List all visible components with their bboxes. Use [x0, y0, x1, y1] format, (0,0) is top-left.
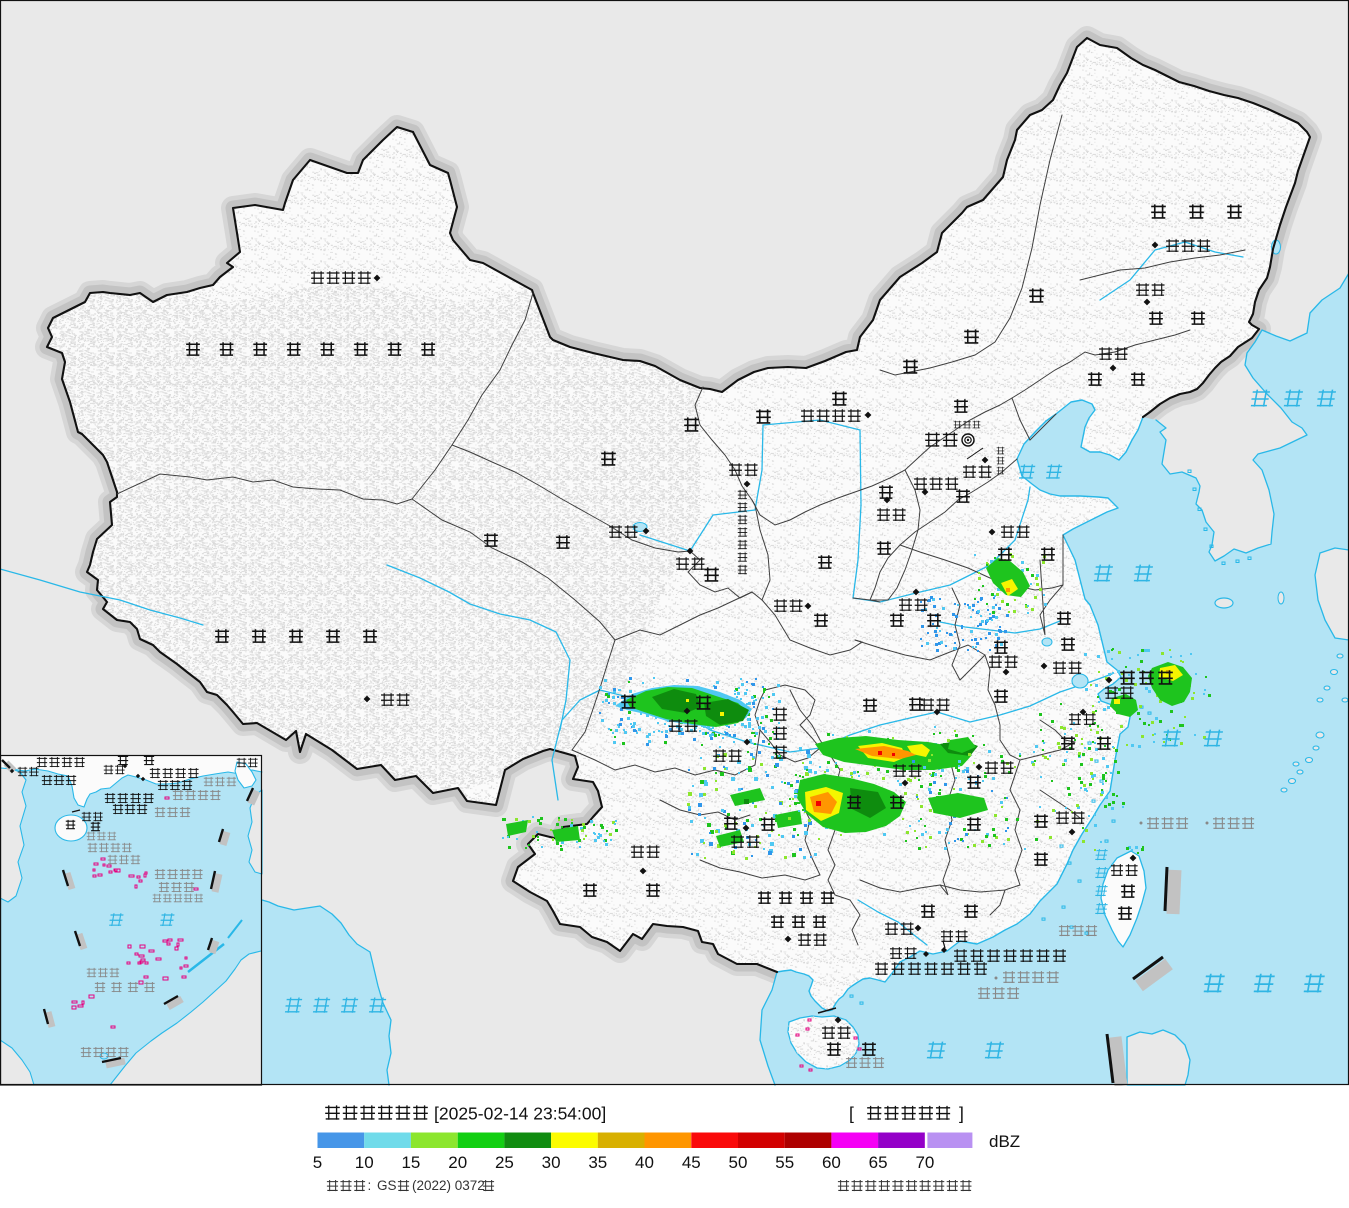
svg-text:10: 10 [355, 1153, 374, 1172]
svg-text:20: 20 [448, 1153, 467, 1172]
svg-text:(2022) 0372: (2022) 0372 [412, 1178, 485, 1193]
svg-text:[: [ [849, 1104, 854, 1124]
svg-text:30: 30 [542, 1153, 561, 1172]
svg-text:5: 5 [313, 1153, 322, 1172]
svg-text:60: 60 [822, 1153, 841, 1172]
svg-text:GS: GS [377, 1178, 397, 1193]
svg-text::: : [368, 1178, 372, 1193]
svg-text:70: 70 [915, 1153, 934, 1172]
svg-text:[2025-02-14 23:54:00]: [2025-02-14 23:54:00] [434, 1104, 606, 1124]
svg-text:15: 15 [401, 1153, 420, 1172]
svg-text:]: ] [959, 1104, 964, 1124]
svg-text:dBZ: dBZ [989, 1132, 1020, 1151]
svg-text:50: 50 [729, 1153, 748, 1172]
svg-text:45: 45 [682, 1153, 701, 1172]
svg-text:55: 55 [775, 1153, 794, 1172]
svg-text:35: 35 [588, 1153, 607, 1172]
svg-text:65: 65 [869, 1153, 888, 1172]
svg-text:25: 25 [495, 1153, 514, 1172]
svg-text:40: 40 [635, 1153, 654, 1172]
